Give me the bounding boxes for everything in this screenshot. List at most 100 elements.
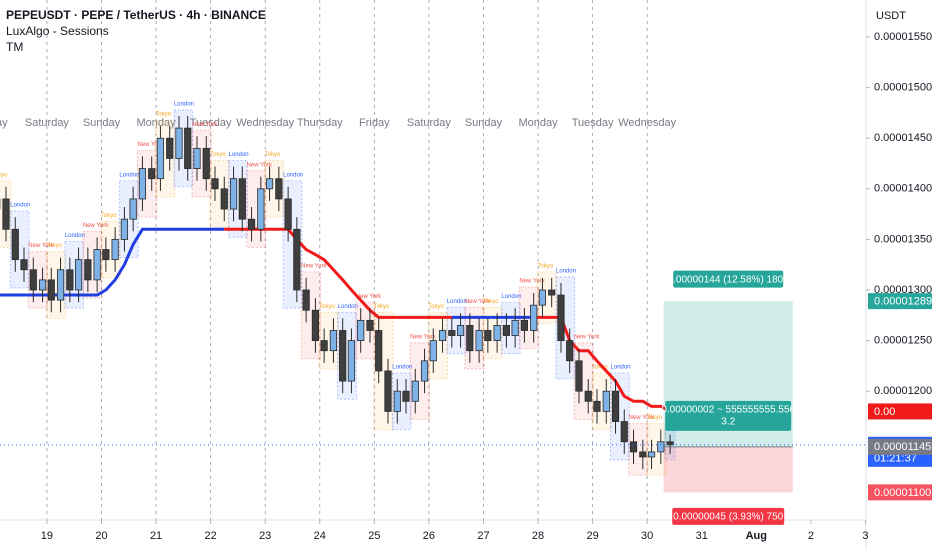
trend-line bbox=[0, 227, 225, 297]
stop-label-bg bbox=[672, 507, 785, 525]
session-label: New York bbox=[574, 334, 600, 340]
x-tick-label: 26 bbox=[423, 530, 435, 542]
session-label: Tokyo bbox=[265, 152, 281, 158]
candle-body bbox=[120, 218, 129, 240]
stop-label: 0.00000045 (3.93%) 750 bbox=[673, 512, 784, 523]
candle-body bbox=[611, 390, 620, 422]
candle-body bbox=[56, 269, 65, 301]
session-label: London bbox=[119, 172, 139, 178]
ratio-label: 3.2 bbox=[721, 416, 735, 427]
session-label: Tokyo bbox=[319, 304, 335, 310]
x-tick-label: 27 bbox=[477, 530, 489, 542]
session-label: London bbox=[10, 203, 30, 209]
candle-body bbox=[220, 188, 228, 210]
day-name: Monday bbox=[136, 117, 176, 129]
session-label: New York bbox=[629, 415, 655, 421]
candle-body bbox=[602, 390, 610, 412]
session-label: New York bbox=[301, 263, 327, 269]
session-label: London bbox=[447, 299, 467, 305]
candle-body bbox=[666, 441, 674, 446]
candle-body bbox=[302, 289, 310, 311]
x-tick-label: 30 bbox=[641, 530, 653, 542]
session-label: New York bbox=[356, 294, 382, 300]
session-label: Tokyo bbox=[46, 243, 62, 249]
session-label: London bbox=[338, 304, 358, 310]
candle-body bbox=[66, 269, 74, 291]
entry-price-badge: 0.00001145 bbox=[874, 441, 931, 453]
session-label: New York bbox=[28, 243, 54, 249]
x-tick-label: 23 bbox=[259, 530, 271, 542]
candle-body bbox=[357, 319, 365, 341]
day-name: Tuesday bbox=[190, 117, 232, 129]
session-label: London bbox=[229, 152, 249, 158]
candle-body bbox=[584, 390, 592, 402]
stop-zone bbox=[663, 446, 793, 493]
x-tick-label: 19 bbox=[41, 530, 53, 542]
candle-body bbox=[148, 168, 156, 180]
candle-body bbox=[47, 279, 55, 301]
candle-body bbox=[639, 451, 647, 458]
candle-body bbox=[257, 188, 265, 230]
candle-body bbox=[347, 340, 356, 382]
y-tick-label: 0.00001500 bbox=[874, 82, 932, 94]
center-label-bg bbox=[665, 400, 792, 431]
candle-body bbox=[284, 198, 292, 230]
candle-body bbox=[138, 168, 147, 200]
session-label: New York bbox=[192, 122, 218, 128]
session-label: London bbox=[283, 172, 303, 178]
y-tick-label: 0.00001250 bbox=[874, 335, 932, 347]
x-tick-label: 21 bbox=[150, 530, 162, 542]
day-name: Friday bbox=[359, 117, 390, 129]
session-label: New York bbox=[83, 223, 109, 229]
candle-body bbox=[575, 360, 583, 392]
y-tick-label: 0.00001300 bbox=[874, 284, 932, 296]
x-tick-label: 2 bbox=[808, 530, 814, 542]
candle-body bbox=[548, 289, 556, 296]
session-label: Tokyo bbox=[374, 304, 390, 310]
candle-body bbox=[156, 137, 165, 180]
candle-body bbox=[38, 279, 47, 291]
candle-body bbox=[566, 340, 574, 362]
session-label: New York bbox=[519, 279, 545, 285]
candle-body bbox=[184, 127, 192, 169]
candle-body bbox=[102, 249, 110, 261]
header: PEPEUSDT · PEPE / TetherUS · 4h · BINANC… bbox=[6, 8, 266, 54]
indicator-name: LuxAlgo - Sessions bbox=[6, 24, 109, 38]
candle-body bbox=[329, 330, 338, 352]
countdown: 01:21:37 bbox=[874, 453, 917, 465]
x-tick-label: 24 bbox=[314, 530, 326, 542]
indicator-name: TM bbox=[6, 40, 23, 54]
candle-body bbox=[456, 325, 465, 336]
x-tick-label: 29 bbox=[586, 530, 598, 542]
candle-body bbox=[20, 259, 28, 271]
day-name: Saturday bbox=[407, 117, 452, 129]
candle-body bbox=[475, 330, 483, 352]
candle-body bbox=[502, 325, 510, 336]
trend-line bbox=[533, 315, 671, 413]
x-tick-label: 3 bbox=[862, 530, 868, 542]
y-tick-label: 0.00001400 bbox=[874, 183, 932, 195]
symbol-title: PEPEUSDT · PEPE / TetherUS · 4h · BINANC… bbox=[6, 8, 266, 22]
session-label: New York bbox=[410, 334, 436, 340]
target-label-bg bbox=[673, 270, 784, 288]
candle-body bbox=[593, 400, 601, 412]
candle-body bbox=[339, 330, 347, 382]
x-tick-label: 25 bbox=[368, 530, 380, 542]
candle-body bbox=[375, 330, 383, 372]
plot-area: Friday Saturday Sunday Monday Tuesday Wednesd… bbox=[0, 0, 866, 520]
session-label: Tokyo bbox=[210, 152, 226, 158]
candle-body bbox=[629, 441, 638, 453]
session-label: Tokyo bbox=[537, 263, 553, 269]
candle-body bbox=[466, 325, 474, 352]
candle-body bbox=[448, 330, 456, 336]
trend-badge-bg bbox=[868, 403, 932, 420]
x-tick-label: 28 bbox=[532, 530, 544, 542]
x-tick-label: Aug bbox=[746, 530, 767, 542]
session-label: London bbox=[174, 102, 194, 108]
candle-body bbox=[74, 259, 83, 291]
candle-body bbox=[384, 370, 392, 412]
day-name: Saturday bbox=[25, 117, 70, 129]
candle-body bbox=[111, 239, 119, 261]
day-name: Wednesday bbox=[236, 117, 294, 129]
